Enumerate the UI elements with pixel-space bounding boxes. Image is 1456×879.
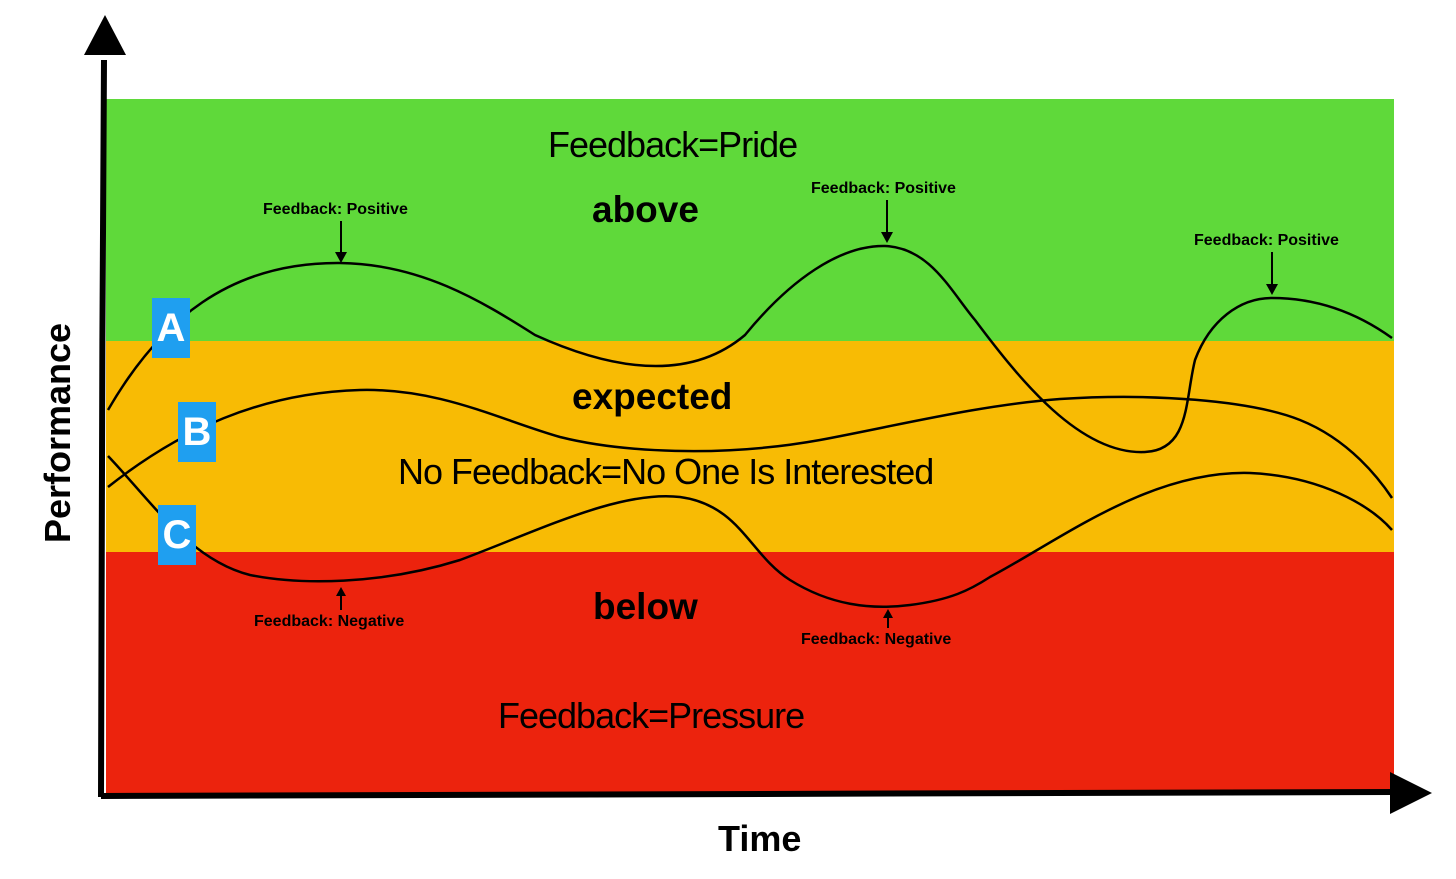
zone-above-note: Feedback=Pride xyxy=(548,124,798,165)
zone-above-label: above xyxy=(592,189,699,230)
feedback-positive-label-3: Feedback: Positive xyxy=(1194,232,1339,249)
zone-below-note: Feedback=Pressure xyxy=(498,695,805,736)
curve-b xyxy=(107,388,1394,499)
zone-above xyxy=(106,99,1394,341)
arrow-positive-1 xyxy=(335,221,347,263)
curve-a xyxy=(106,244,1393,454)
feedback-negative-label-1: Feedback: Negative xyxy=(254,613,405,630)
zone-below xyxy=(106,552,1394,794)
curve-a-badge: A xyxy=(152,298,190,358)
curve-b-badge: B xyxy=(178,402,216,462)
feedback-positive-label-2: Feedback: Positive xyxy=(811,180,956,197)
y-axis-arrowhead xyxy=(84,15,126,55)
arrow-positive-2 xyxy=(881,200,893,243)
zone-expected xyxy=(106,341,1394,552)
x-axis-title: Time xyxy=(718,818,802,859)
arrow-negative-1 xyxy=(336,587,346,610)
feedback-negative-label-2: Feedback: Negative xyxy=(801,631,952,648)
zone-expected-label: expected xyxy=(572,376,733,417)
arrow-positive-3 xyxy=(1266,252,1278,295)
x-axis-arrowhead xyxy=(1390,772,1432,814)
y-axis-title: Performance xyxy=(37,322,78,544)
y-axis xyxy=(97,59,107,798)
x-axis xyxy=(100,789,1394,799)
arrow-negative-2 xyxy=(883,609,893,628)
curve-c-badge: C xyxy=(158,505,196,565)
feedback-positive-label-1: Feedback: Positive xyxy=(263,201,408,218)
zone-below-label: below xyxy=(593,586,698,627)
curve-c xyxy=(107,455,1393,608)
zone-expected-note: No Feedback=No One Is Interested xyxy=(398,451,934,492)
